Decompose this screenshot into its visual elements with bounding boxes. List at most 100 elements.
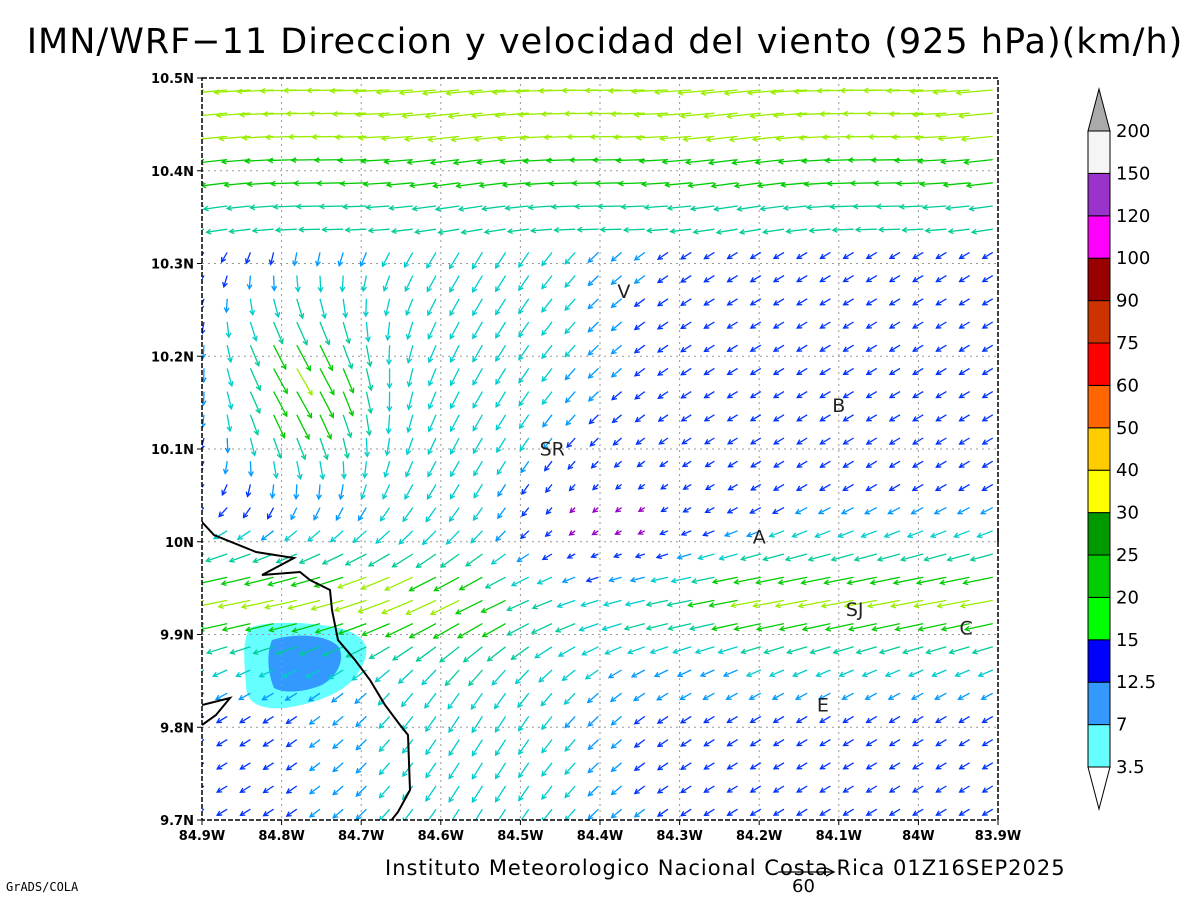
wind-arrow	[726, 391, 738, 399]
wind-arrow	[357, 599, 390, 614]
wind-arrow	[319, 391, 335, 419]
wind-arrow	[221, 622, 251, 632]
wind-arrow	[912, 298, 924, 306]
wind-arrow	[842, 251, 854, 260]
wind-arrow	[703, 251, 715, 260]
wind-arrow	[772, 762, 785, 770]
wind-arrow	[653, 89, 692, 96]
wind-arrow	[216, 739, 228, 747]
wind-arrow	[568, 483, 576, 492]
wind-arrow	[557, 646, 576, 657]
wind-arrow	[506, 228, 529, 235]
wind-arrow	[705, 135, 738, 143]
wind-arrow	[380, 599, 414, 615]
lat-tick-label: 9.7N	[160, 814, 194, 829]
wind-arrow	[329, 87, 367, 94]
wind-arrow	[820, 599, 854, 609]
wind-arrow	[379, 808, 391, 820]
wind-arrow	[319, 321, 331, 346]
wind-arrow	[599, 226, 622, 233]
wind-arrow	[228, 553, 251, 563]
wind-arrow	[244, 252, 252, 265]
wind-arrow	[449, 391, 460, 410]
wind-arrow	[384, 623, 414, 638]
coastline-line	[202, 521, 412, 820]
wind-arrow	[865, 298, 878, 306]
wind-arrow	[406, 368, 414, 388]
wind-arrow	[935, 391, 947, 399]
wind-arrow	[425, 507, 437, 523]
wind-arrow	[968, 205, 993, 212]
wind-arrow	[796, 414, 808, 422]
wind-arrow	[337, 252, 344, 268]
wind-arrow	[962, 576, 993, 586]
wind-arrow	[703, 808, 715, 817]
wind-arrow	[561, 669, 576, 682]
wind-arrow	[202, 391, 207, 407]
wind-arrow	[888, 437, 901, 445]
wind-arrow	[378, 715, 391, 730]
wind-arrow	[803, 181, 831, 188]
wind-arrow	[715, 228, 738, 235]
wind-arrow	[958, 808, 970, 816]
wind-arrow	[292, 252, 299, 267]
wind-arrow	[912, 367, 924, 376]
wind-arrow	[921, 204, 947, 211]
wind-arrow	[736, 205, 761, 212]
wind-arrow	[610, 298, 623, 309]
wind-arrow	[499, 158, 529, 165]
wind-arrow	[653, 669, 669, 678]
wind-arrow	[888, 275, 901, 283]
coastline-peninsula	[202, 696, 233, 726]
wind-arrow	[205, 228, 228, 235]
wind-arrow	[262, 762, 274, 771]
wind-arrow	[832, 646, 854, 655]
wind-arrow	[703, 739, 715, 747]
wind-arrow	[378, 739, 391, 753]
wind-arrow	[273, 414, 286, 439]
wind-arrow	[656, 785, 669, 794]
wind-arrow	[958, 785, 970, 793]
wind-arrow	[202, 228, 205, 231]
wind-arrow	[656, 251, 669, 261]
wind-arrow	[772, 785, 785, 793]
wind-arrow	[462, 646, 483, 663]
wind-arrow	[427, 368, 437, 387]
wind-arrow	[733, 576, 761, 585]
wind-arrow	[657, 367, 669, 376]
wind-arrow	[655, 553, 669, 560]
wind-arrow	[680, 785, 692, 794]
wind-arrow	[746, 89, 785, 96]
colorbar-label: 30	[1116, 503, 1139, 524]
wind-arrow	[680, 391, 692, 399]
wind-arrow	[566, 553, 576, 559]
wind-arrow	[432, 623, 460, 639]
wind-arrow	[481, 623, 506, 638]
wind-arrow	[772, 321, 785, 329]
wind-arrow	[748, 692, 762, 700]
wind-arrow	[215, 112, 251, 119]
wind-arrow	[929, 530, 947, 539]
wind-arrow	[884, 669, 901, 678]
wind-arrow	[518, 368, 530, 384]
wind-arrow	[745, 669, 762, 678]
wind-arrow	[541, 739, 553, 754]
wind-arrow	[427, 344, 437, 364]
wind-arrow	[328, 669, 344, 680]
wind-vectors	[202, 87, 994, 820]
wind-arrow	[541, 368, 553, 383]
wind-arrow	[239, 808, 251, 817]
wind-arrow	[717, 646, 738, 655]
wind-arrow	[202, 484, 205, 492]
wind-arrow	[408, 182, 437, 189]
wind-arrow	[660, 483, 669, 490]
wind-arrow	[578, 622, 599, 632]
wind-arrow	[726, 715, 738, 724]
wind-arrow	[704, 507, 715, 513]
wind-arrow	[564, 344, 576, 358]
wind-arrow	[269, 484, 276, 500]
wind-arrow	[726, 808, 738, 817]
wind-arrow	[749, 785, 762, 793]
wind-arrow	[249, 391, 261, 415]
